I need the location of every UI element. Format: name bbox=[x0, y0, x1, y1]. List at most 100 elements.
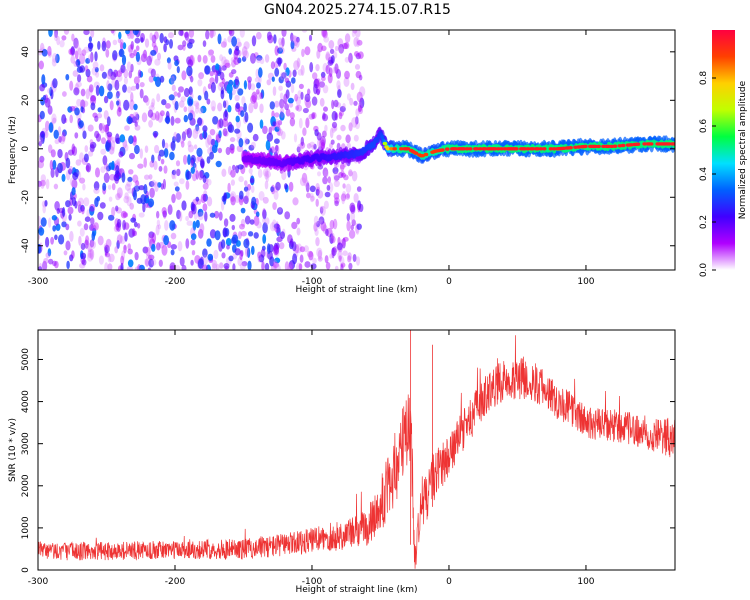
noise-cell bbox=[83, 197, 90, 207]
noise-cell bbox=[90, 51, 94, 63]
noise-cell bbox=[97, 40, 101, 50]
noise-cell bbox=[304, 177, 308, 189]
chart-title: GN04.2025.274.15.07.R15 bbox=[264, 2, 451, 18]
noise-cell bbox=[234, 248, 241, 256]
trace-peak bbox=[413, 151, 419, 155]
noise-cell bbox=[109, 100, 114, 111]
noise-cell bbox=[191, 203, 197, 215]
noise-cell bbox=[90, 30, 95, 38]
noise-cell bbox=[39, 155, 45, 163]
noise-cell bbox=[135, 45, 140, 51]
colorbar-label: Normalized spectral amplitude bbox=[738, 80, 748, 219]
noise-cell bbox=[61, 35, 67, 41]
noise-cell bbox=[133, 76, 140, 85]
noise-cell bbox=[356, 223, 362, 230]
noise-cell bbox=[85, 68, 91, 78]
noise-cell bbox=[133, 135, 137, 143]
noise-cell bbox=[52, 117, 57, 124]
top-plot-frame bbox=[37, 29, 676, 271]
noise-cell bbox=[171, 193, 176, 204]
noise-cell bbox=[333, 175, 340, 181]
noise-cell bbox=[230, 148, 235, 155]
trace-peak bbox=[542, 147, 547, 151]
noise-cell bbox=[255, 211, 260, 218]
noise-cell bbox=[241, 46, 248, 57]
noise-cell bbox=[210, 100, 216, 111]
noise-cell bbox=[153, 76, 158, 82]
noise-cell bbox=[114, 79, 120, 91]
noise-cell bbox=[67, 206, 74, 215]
noise-cell bbox=[194, 126, 201, 134]
noise-cell bbox=[280, 131, 286, 140]
noise-cell bbox=[208, 49, 215, 56]
noise-cell bbox=[42, 204, 46, 214]
noise-cell bbox=[156, 242, 161, 251]
noise-cell bbox=[161, 99, 167, 106]
noise-cell bbox=[45, 236, 50, 248]
noise-cell bbox=[53, 32, 58, 42]
noise-cell bbox=[103, 110, 109, 120]
noise-cell bbox=[38, 244, 41, 254]
noise-cell bbox=[61, 114, 67, 125]
noise-cell bbox=[133, 49, 138, 56]
noise-cell bbox=[320, 205, 326, 216]
noise-cell bbox=[247, 260, 252, 270]
noise-cell bbox=[212, 116, 219, 125]
noise-cell bbox=[227, 182, 231, 193]
noise-cell bbox=[170, 249, 175, 256]
noise-cell bbox=[85, 58, 91, 64]
noise-cell bbox=[270, 184, 276, 195]
noise-cell bbox=[209, 212, 216, 218]
trace-peak bbox=[385, 147, 391, 151]
noise-cell bbox=[122, 219, 126, 231]
noise-cell bbox=[118, 106, 122, 113]
noise-cell bbox=[105, 163, 109, 174]
noise-cell bbox=[230, 179, 235, 186]
noise-cell bbox=[190, 239, 196, 246]
noise-cell bbox=[99, 64, 105, 72]
trace-peak bbox=[642, 142, 647, 146]
noise-cell bbox=[149, 32, 153, 41]
noise-cell bbox=[340, 263, 344, 270]
noise-cell bbox=[123, 68, 129, 79]
noise-cell bbox=[116, 158, 121, 165]
noise-cell bbox=[94, 130, 100, 139]
noise-cell bbox=[87, 250, 91, 259]
noise-cell bbox=[334, 112, 338, 121]
noise-cell bbox=[288, 102, 294, 108]
noise-cell bbox=[38, 137, 44, 144]
noise-cell bbox=[76, 98, 82, 107]
noise-cell bbox=[79, 53, 86, 65]
noise-cell bbox=[134, 266, 141, 270]
noise-cell bbox=[167, 61, 172, 70]
x-tick-label: 0 bbox=[446, 277, 452, 287]
noise-cell bbox=[56, 35, 60, 46]
noise-cell bbox=[163, 235, 170, 246]
trace-peak bbox=[620, 143, 626, 148]
noise-cell bbox=[343, 174, 349, 181]
noise-cell bbox=[262, 234, 267, 244]
noise-cell bbox=[239, 190, 244, 200]
noise-cell bbox=[329, 253, 333, 259]
noise-cell bbox=[240, 110, 245, 117]
noise-cell bbox=[65, 157, 71, 169]
noise-cell bbox=[71, 187, 76, 196]
noise-cell bbox=[99, 123, 106, 134]
noise-cell bbox=[106, 165, 111, 172]
noise-cell bbox=[196, 147, 203, 157]
noise-cell bbox=[313, 83, 318, 95]
noise-cell bbox=[231, 224, 235, 231]
noise-cell bbox=[296, 217, 301, 225]
noise-cell bbox=[262, 209, 267, 220]
noise-cell bbox=[227, 124, 235, 133]
noise-cell bbox=[179, 256, 185, 267]
noise-cell bbox=[322, 62, 329, 73]
noise-cell bbox=[54, 30, 58, 39]
noise-cell bbox=[334, 200, 339, 207]
noise-cell bbox=[106, 80, 110, 90]
noise-cell bbox=[75, 60, 81, 66]
noise-cell bbox=[246, 247, 251, 258]
noise-cell bbox=[327, 73, 333, 84]
noise-cell bbox=[321, 76, 326, 82]
noise-cell bbox=[317, 171, 321, 177]
